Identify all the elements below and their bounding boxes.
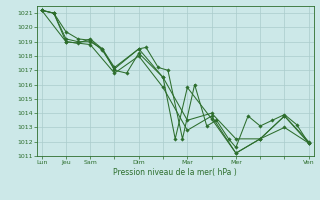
X-axis label: Pression niveau de la mer( hPa ): Pression niveau de la mer( hPa ): [113, 168, 237, 177]
